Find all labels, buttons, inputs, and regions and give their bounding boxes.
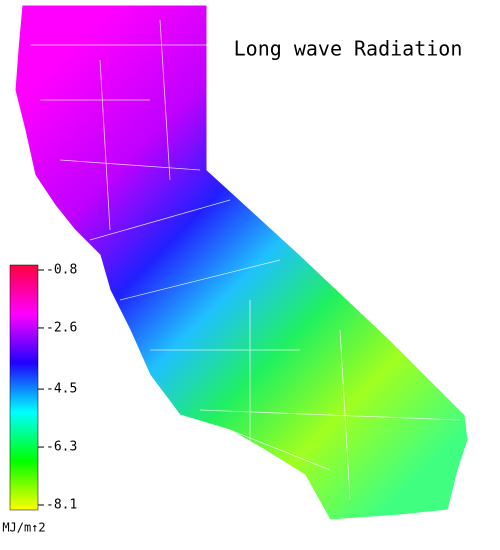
colorbar-tick-label: -6.3 bbox=[46, 440, 77, 455]
map-title: Long wave Radiation bbox=[234, 37, 463, 61]
california-shape bbox=[14, 4, 469, 521]
colorbar-tick-label: -8.1 bbox=[46, 498, 77, 513]
colorbar-tick-label: -4.5 bbox=[46, 382, 77, 397]
county-lines bbox=[30, 19, 461, 501]
colorbar-unit: MJ/m↑2 bbox=[2, 521, 45, 535]
colorbar-tick-label: -0.8 bbox=[46, 263, 77, 278]
colorbar-tick-label: -2.6 bbox=[46, 320, 77, 335]
colorbar bbox=[9, 264, 39, 511]
